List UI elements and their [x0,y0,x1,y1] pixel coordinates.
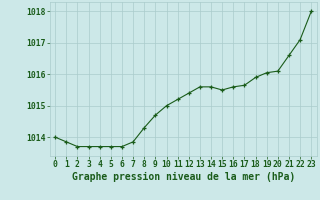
X-axis label: Graphe pression niveau de la mer (hPa): Graphe pression niveau de la mer (hPa) [72,172,295,182]
